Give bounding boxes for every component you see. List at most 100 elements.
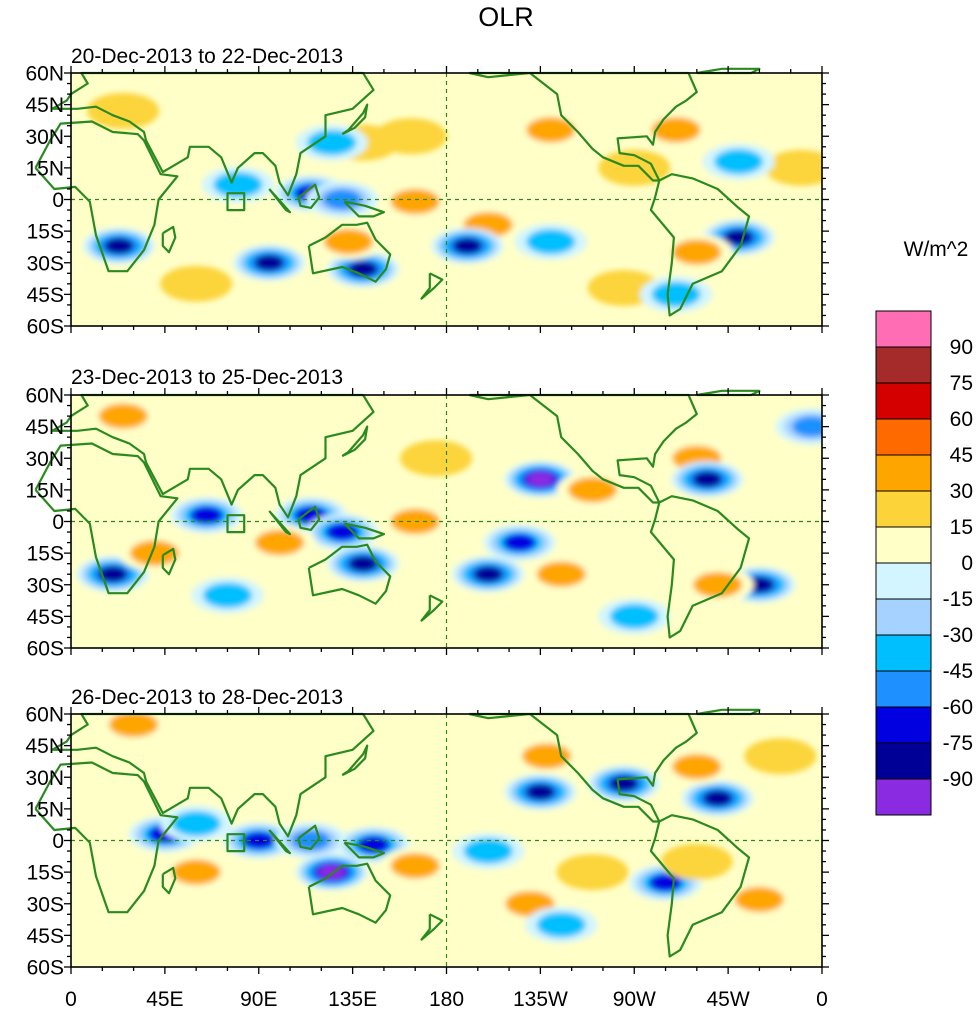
coastline-madagascar: [161, 225, 177, 254]
olr-anomaly: [322, 189, 362, 210]
x-tick-label: 180: [429, 988, 464, 1011]
colorbar-label: 45: [950, 444, 973, 467]
x-tick-label: 135E: [328, 988, 377, 1011]
coastline-south-america: [649, 495, 751, 639]
coastline-north-america: [469, 393, 698, 504]
olr-anomaly: [651, 281, 701, 307]
colorbar-label: -45: [943, 660, 973, 683]
panel-1-y-tick-label: 0: [52, 189, 64, 212]
olr-anomaly: [390, 189, 440, 215]
olr-anomaly: [792, 416, 822, 437]
x-tick-label: 45E: [146, 988, 183, 1011]
olr-anomaly: [609, 603, 659, 630]
x-tick-label: 0: [65, 988, 77, 1011]
olr-anomaly: [693, 572, 743, 598]
panel-3-y-tick-label: 0: [52, 830, 64, 853]
coastline-new-zealand: [420, 913, 444, 941]
olr-anomaly: [463, 838, 513, 864]
region-box: [226, 192, 246, 212]
colorbar-swatch: [875, 526, 932, 564]
olr-anomaly: [536, 912, 586, 938]
colorbar-label: 30: [950, 480, 973, 503]
olr-anomaly: [98, 403, 148, 429]
olr-anomaly: [703, 790, 733, 807]
olr-anomaly: [526, 229, 576, 255]
colorbar-boxes: [875, 310, 932, 816]
panel-2-y-tick-label: 60S: [27, 638, 64, 661]
olr-anomaly: [744, 738, 817, 775]
colorbar-label: 0: [961, 552, 973, 575]
panel-2-label: 23-Dec-2013 to 25-Dec-2013: [71, 366, 343, 389]
colorbar: W/m^2 90 75 60 45 30 15 0 -15 -30 -45 -6…: [875, 238, 973, 816]
olr-anomaly: [522, 743, 572, 769]
panel-2-ticks: [64, 388, 829, 655]
coastline-africa: [34, 120, 179, 273]
panel-1-y-tick-label: 45S: [27, 284, 64, 307]
panel-2-field: [71, 395, 822, 648]
x-axis: 0 45E 90E 135E 180 135W 90W 45W 0: [65, 988, 828, 1011]
olr-anomaly: [190, 506, 224, 525]
olr-anomaly: [536, 561, 586, 587]
olr-anomaly: [129, 540, 179, 566]
colorbar-swatch: [875, 346, 932, 384]
olr-anomaly: [307, 130, 357, 156]
x-tick-label: 135W: [513, 988, 568, 1011]
olr-anomaly: [171, 811, 221, 837]
panel-3-y-tick-label: 45S: [27, 925, 64, 948]
x-tick-label: 0: [816, 988, 828, 1011]
panel-2-y-tick-label: 60N: [25, 385, 64, 408]
olr-anomaly: [609, 775, 639, 792]
panel-2-y-tick-label: 30N: [25, 448, 64, 471]
olr-anomaly: [452, 237, 482, 254]
olr-anomaly: [568, 477, 617, 503]
coastline-new-guinea: [343, 522, 385, 540]
panel-1-y-axis: 60N 45N 30N 15N 0 15S 30S 45S 60S: [25, 63, 64, 339]
olr-anomaly: [324, 229, 373, 255]
olr-anomaly: [724, 229, 754, 246]
panel-3-y-tick-label: 60N: [25, 704, 64, 727]
olr-anomaly: [255, 530, 305, 556]
colorbar-label: -15: [943, 588, 973, 611]
panel-3-y-tick-label: 30N: [25, 767, 64, 790]
olr-anomaly: [390, 853, 440, 879]
colorbar-swatch: [875, 706, 932, 744]
panel-3-y-tick-label: 15S: [27, 862, 64, 885]
olr-anomaly: [87, 92, 160, 129]
coastline-borneo: [297, 183, 321, 209]
panel-1-ticks: [64, 66, 829, 333]
olr-anomaly: [254, 254, 284, 271]
panel-2-reference-lines: [71, 395, 822, 648]
coastline-madagascar: [161, 547, 177, 576]
olr-anomaly: [556, 854, 629, 891]
coastline-south-america: [649, 814, 751, 958]
panel-1-y-tick-label: 30S: [27, 252, 64, 275]
olr-anomaly: [734, 886, 784, 913]
coastline-australia: [307, 543, 392, 605]
colorbar-swatch: [875, 418, 932, 456]
coastline-australia: [307, 862, 392, 924]
region-box: [226, 514, 246, 534]
coastline-new-guinea: [343, 841, 385, 859]
panel-1: 20-Dec-2013 to 22-Dec-2013 60N 45N 30N 1…: [25, 45, 829, 339]
panel-2-y-tick-label: 15S: [27, 543, 64, 566]
panel-2-y-tick-label: 0: [52, 511, 64, 534]
olr-anomaly: [357, 835, 390, 854]
olr-anomaly: [104, 237, 134, 254]
colorbar-label: -75: [943, 732, 973, 755]
olr-anomaly: [213, 172, 263, 198]
colorbar-swatch: [875, 778, 932, 816]
coastline-sumatra: [268, 188, 292, 214]
olr-anomaly: [765, 149, 822, 186]
panel-3-y-tick-label: 30S: [27, 893, 64, 916]
region-box: [226, 833, 246, 853]
coastline-australia: [307, 221, 392, 283]
colorbar-label: 75: [950, 372, 973, 395]
colorbar-labels: 90 75 60 45 30 15 0 -15 -30 -45 -60 -75 …: [943, 336, 973, 791]
panel-1-anomalies: [83, 92, 822, 313]
coastline-new-zealand: [420, 272, 444, 300]
panel-1-y-tick-label: 60S: [27, 316, 64, 339]
colorbar-label: 15: [950, 516, 973, 539]
coastline-africa: [34, 442, 179, 595]
olr-anomaly: [598, 149, 671, 186]
panel-2: 23-Dec-2013 to 25-Dec-2013 60N 45N 30N 1…: [25, 366, 829, 661]
